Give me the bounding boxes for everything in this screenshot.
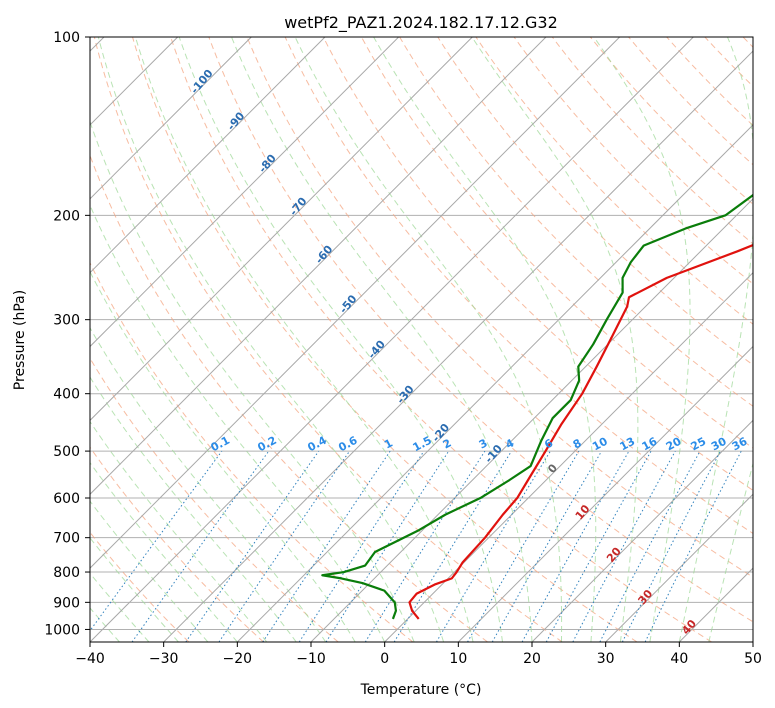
mixing-ratio-line xyxy=(545,450,652,642)
isotherm-line xyxy=(90,37,473,422)
isotherm-line xyxy=(90,37,547,495)
moist-adiabat-line xyxy=(90,326,327,642)
dry-adiabat-line xyxy=(513,37,753,285)
mixing-ratio-label: 30 xyxy=(709,435,729,454)
x-tick-label: 10 xyxy=(449,651,467,667)
mixing-ratio-line xyxy=(218,450,350,642)
mixing-ratio-label: 13 xyxy=(618,435,638,454)
y-tick-label: 300 xyxy=(53,313,80,329)
x-tick-label: 0 xyxy=(380,651,389,667)
series-line-0 xyxy=(408,243,753,620)
mixing-ratio-line xyxy=(572,450,676,642)
moist-adiabat-line xyxy=(90,461,238,642)
dry-adiabat-line xyxy=(628,37,753,166)
isotherm-line xyxy=(90,37,326,274)
isotherm-line xyxy=(605,493,753,642)
dry-adiabat-line xyxy=(93,37,563,642)
mixing-ratio-line xyxy=(262,450,391,642)
isotherm-line xyxy=(90,37,621,569)
isotherm-line xyxy=(90,37,252,200)
mixing-ratio-label: 36 xyxy=(730,435,750,454)
isotherm-line xyxy=(163,50,753,642)
x-tick-label: 20 xyxy=(523,651,541,667)
mixing-ratio-line xyxy=(644,450,742,642)
dry-adiabat-line xyxy=(322,37,753,492)
moist-adiabat-line xyxy=(90,376,297,642)
moist-adiabat-line xyxy=(178,37,504,642)
isotherm-line xyxy=(310,198,753,642)
moist-adiabat-line xyxy=(471,37,639,642)
dry-adiabat-line xyxy=(399,37,753,407)
moist-adiabat-line xyxy=(134,37,474,642)
dry-adiabat-line xyxy=(132,37,638,642)
isotherm-line xyxy=(457,345,753,642)
x-tick-label: 50 xyxy=(744,651,762,667)
x-tick-label: 30 xyxy=(597,651,615,667)
dry-adiabat-line xyxy=(90,446,264,642)
moist-adiabat-line xyxy=(90,500,209,642)
y-tick-label: 100 xyxy=(53,30,80,46)
plot-area xyxy=(90,37,753,642)
y-tick-label: 700 xyxy=(53,531,80,547)
y-tick-label: 200 xyxy=(53,208,80,224)
x-tick-label: −40 xyxy=(75,651,105,667)
x-tick-label: −20 xyxy=(223,651,253,667)
mixing-ratio-line xyxy=(90,450,223,632)
axes: −40 −30 −20 −10 0 10 20 30 40 50 100 200 300 400 500 60… xyxy=(44,30,762,667)
isotherm-line xyxy=(384,271,753,642)
moist-adiabat-line xyxy=(90,270,356,642)
series-line-1 xyxy=(321,193,753,620)
moist-adiabat-line xyxy=(373,37,597,642)
dry-adiabat-line xyxy=(475,37,753,325)
x-tick-label: −30 xyxy=(149,651,179,667)
plot-background xyxy=(90,37,753,642)
moist-adiabat-line xyxy=(593,37,691,642)
dry-adiabat-line xyxy=(90,261,414,642)
x-axis-label: Temperature (°C) xyxy=(360,682,482,698)
mixing-ratio-line xyxy=(298,450,425,642)
isotherm-line xyxy=(531,419,753,642)
y-tick-label: 600 xyxy=(53,491,80,507)
y-tick-label: 1000 xyxy=(44,622,80,638)
dry-adiabat-line xyxy=(246,37,753,578)
mixing-ratio-line xyxy=(185,450,320,642)
moist-adiabat-line xyxy=(231,37,533,642)
isotherm-line xyxy=(90,37,694,642)
isotherm-line xyxy=(236,124,753,642)
moist-adiabat-line xyxy=(90,120,415,642)
chart-title: wetPf2_PAZ1.2024.182.17.12.G32 xyxy=(284,13,558,33)
mixing-ratio-label: 16 xyxy=(640,435,660,454)
moist-adiabat-line xyxy=(708,461,753,642)
x-tick-label: −10 xyxy=(296,651,326,667)
mixing-ratio-label: 20 xyxy=(664,435,684,454)
isotherm-line xyxy=(90,37,400,348)
y-tick-label: 800 xyxy=(53,565,80,581)
mixing-ratio-label: 10 xyxy=(590,435,610,454)
plot-frame xyxy=(89,36,754,643)
mixing-ratio-line xyxy=(325,450,450,642)
y-tick-label: 500 xyxy=(53,444,80,460)
mixing-ratio-line xyxy=(521,450,630,642)
y-tick-label: 900 xyxy=(53,595,80,611)
x-tick-label: 40 xyxy=(670,651,688,667)
y-tick-label: 400 xyxy=(53,387,80,403)
mixing-ratio-line xyxy=(131,450,270,642)
y-axis-label: Pressure (hPa) xyxy=(12,290,28,390)
mixing-ratio-label: 25 xyxy=(689,435,709,454)
